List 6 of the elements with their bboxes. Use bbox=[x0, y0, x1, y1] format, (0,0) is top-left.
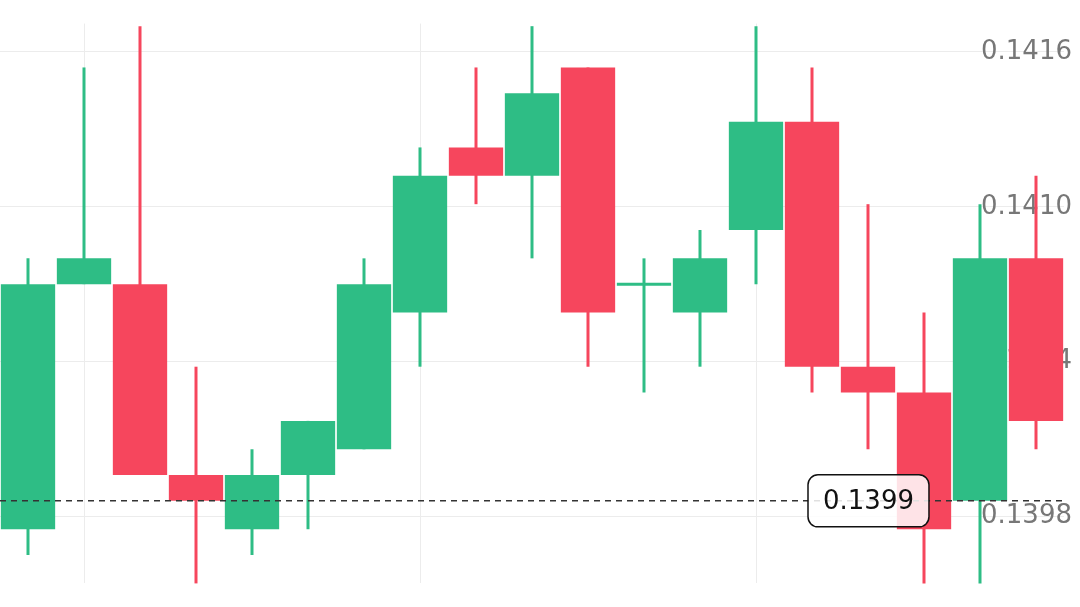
ref-line-label: 0.1399 bbox=[823, 484, 914, 515]
y-tick-label: 0.1398 bbox=[981, 499, 1072, 530]
y-tick-label: 0.1416 bbox=[981, 34, 1072, 65]
candlestick bbox=[168, 366, 224, 584]
candlestick bbox=[840, 204, 896, 450]
candlestick bbox=[616, 258, 672, 393]
